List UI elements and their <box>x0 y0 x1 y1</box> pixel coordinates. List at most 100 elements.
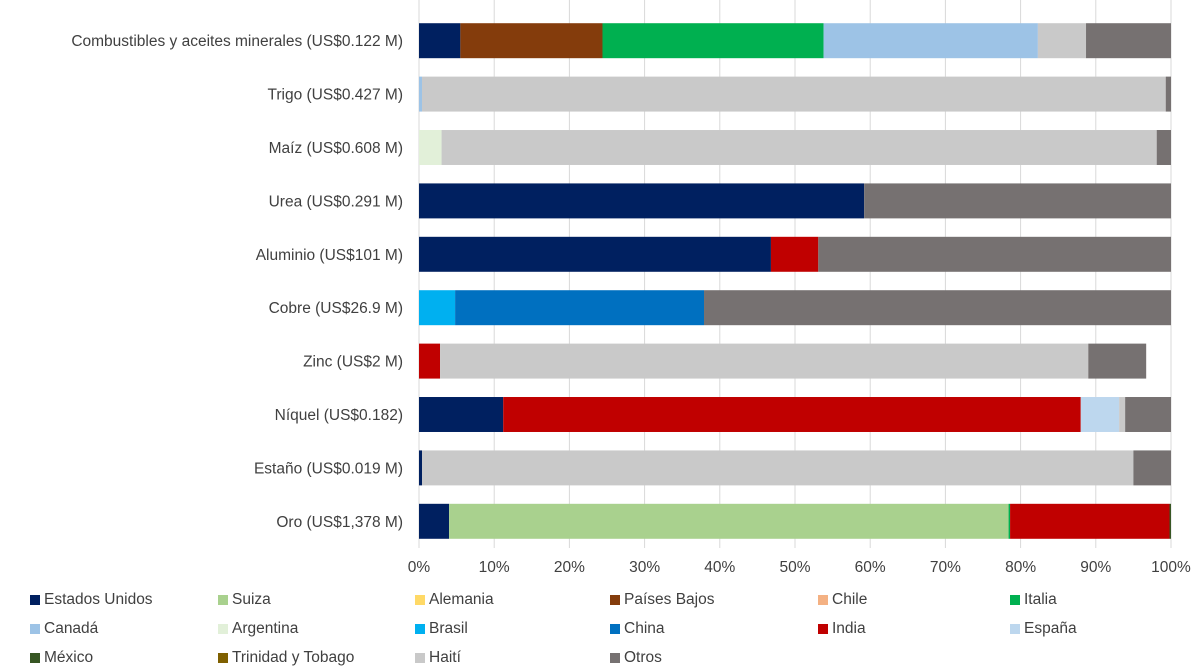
legend-label: Alemania <box>429 591 494 608</box>
legend-label: Argentina <box>232 620 299 637</box>
legend-swatch <box>415 624 425 634</box>
x-tick-label: 50% <box>779 559 810 576</box>
legend-label: China <box>624 620 665 637</box>
bar-segment <box>823 23 1038 59</box>
category-label: Cobre (US$26.9 M) <box>269 300 403 317</box>
bar-segment <box>419 290 456 326</box>
legend-label: Brasil <box>429 620 468 637</box>
bar-segment <box>419 503 450 539</box>
legend-swatch <box>818 595 828 605</box>
bar-segment <box>1125 397 1171 432</box>
bar-segment <box>441 130 1157 165</box>
legend-swatch <box>30 653 40 663</box>
bar-segment <box>419 183 865 219</box>
bar-segment <box>1008 503 1011 539</box>
bar-segment <box>419 130 442 165</box>
legend-item: México <box>30 648 93 668</box>
bar-segment <box>1010 503 1170 539</box>
bar-segment <box>602 23 824 59</box>
bar-segment <box>422 450 1134 486</box>
x-tick-label: 30% <box>629 559 660 576</box>
category-label: Níquel (US$0.182) <box>275 407 403 424</box>
bar-segment <box>1169 503 1171 539</box>
legend-swatch <box>30 595 40 605</box>
legend-swatch <box>218 653 228 663</box>
x-tick-label: 20% <box>554 559 585 576</box>
legend-swatch <box>415 595 425 605</box>
bar-segment <box>419 343 441 379</box>
bar-segment <box>1086 23 1171 59</box>
x-tick-label: 60% <box>855 559 886 576</box>
x-tick-label: 70% <box>930 559 961 576</box>
category-labels: Combustibles y aceites minerales (US$0.1… <box>71 33 403 531</box>
legend-item: España <box>1010 619 1077 639</box>
category-label: Aluminio (US$101 M) <box>256 247 403 264</box>
bar-segment <box>419 397 504 432</box>
legend-swatch <box>30 624 40 634</box>
legend-item: Suiza <box>218 590 271 610</box>
category-label: Combustibles y aceites minerales (US$0.1… <box>71 33 403 50</box>
legend-swatch <box>218 595 228 605</box>
legend-swatch <box>610 624 620 634</box>
bar-segment <box>1088 343 1147 379</box>
legend-swatch <box>415 653 425 663</box>
bars <box>419 23 1171 539</box>
bar-segment <box>440 343 1089 379</box>
legend-swatch <box>1010 624 1020 634</box>
legend-label: Estados Unidos <box>44 591 153 608</box>
legend-item: Italia <box>1010 590 1057 610</box>
legend-label: Trinidad y Tobago <box>232 649 355 666</box>
legend-item: Países Bajos <box>610 590 714 610</box>
bar-segment <box>1133 450 1171 486</box>
legend-label: Italia <box>1024 591 1057 608</box>
legend-swatch <box>610 653 620 663</box>
category-label: Trigo (US$0.427 M) <box>267 87 403 104</box>
x-tick-label: 10% <box>479 559 510 576</box>
legend-item: Alemania <box>415 590 494 610</box>
bar-segment <box>455 290 705 326</box>
legend-item: India <box>818 619 866 639</box>
legend-item: Argentina <box>218 619 298 639</box>
legend-label: Otros <box>624 649 662 666</box>
category-label: Zinc (US$2 M) <box>303 354 403 371</box>
bar-segment <box>419 450 423 486</box>
legend-label: Países Bajos <box>624 591 715 608</box>
bar-segment <box>818 236 1171 272</box>
bar-segment <box>419 76 423 112</box>
x-tick-label: 100% <box>1151 559 1191 576</box>
x-tick-label: 90% <box>1080 559 1111 576</box>
bar-segment <box>422 76 1166 112</box>
legend-item: Canadá <box>30 619 98 639</box>
category-label: Maíz (US$0.608 M) <box>269 140 403 157</box>
x-tick-label: 80% <box>1005 559 1036 576</box>
bar-segment <box>864 183 1171 219</box>
category-label: Urea (US$0.291 M) <box>269 193 403 210</box>
x-tick-labels: 0% 10% 20% 30% 40% 50% 60% 70% 80% 90% 100% <box>408 559 1191 576</box>
bar-segment <box>1119 397 1126 432</box>
x-tick-label: 40% <box>704 559 735 576</box>
legend-label: Suiza <box>232 591 271 608</box>
bar-segment <box>419 236 771 272</box>
legend-item: Trinidad y Tobago <box>218 648 354 668</box>
category-label: Estaño (US$0.019 M) <box>254 460 403 477</box>
bar-segment <box>704 290 1171 326</box>
legend-swatch <box>1010 595 1020 605</box>
bar-segment <box>419 23 461 59</box>
legend-swatch <box>610 595 620 605</box>
bar-segment <box>1037 23 1087 59</box>
legend-swatch <box>218 624 228 634</box>
legend-label: Canadá <box>44 620 99 637</box>
legend-item: Otros <box>610 648 662 668</box>
stacked-bar-chart: Combustibles y aceites minerales (US$0.1… <box>71 0 1191 576</box>
bar-segment <box>503 397 1081 432</box>
bar-segment <box>1165 76 1171 112</box>
legend-item: Brasil <box>415 619 468 639</box>
bar-segment <box>770 236 819 272</box>
category-label: Oro (US$1,378 M) <box>276 514 403 531</box>
bar-segment <box>1080 397 1120 432</box>
legend-label: México <box>44 649 94 666</box>
bar-segment <box>1156 130 1171 165</box>
legend-swatch <box>818 624 828 634</box>
legend-label: Chile <box>832 591 868 608</box>
legend-item: Haití <box>415 648 461 668</box>
